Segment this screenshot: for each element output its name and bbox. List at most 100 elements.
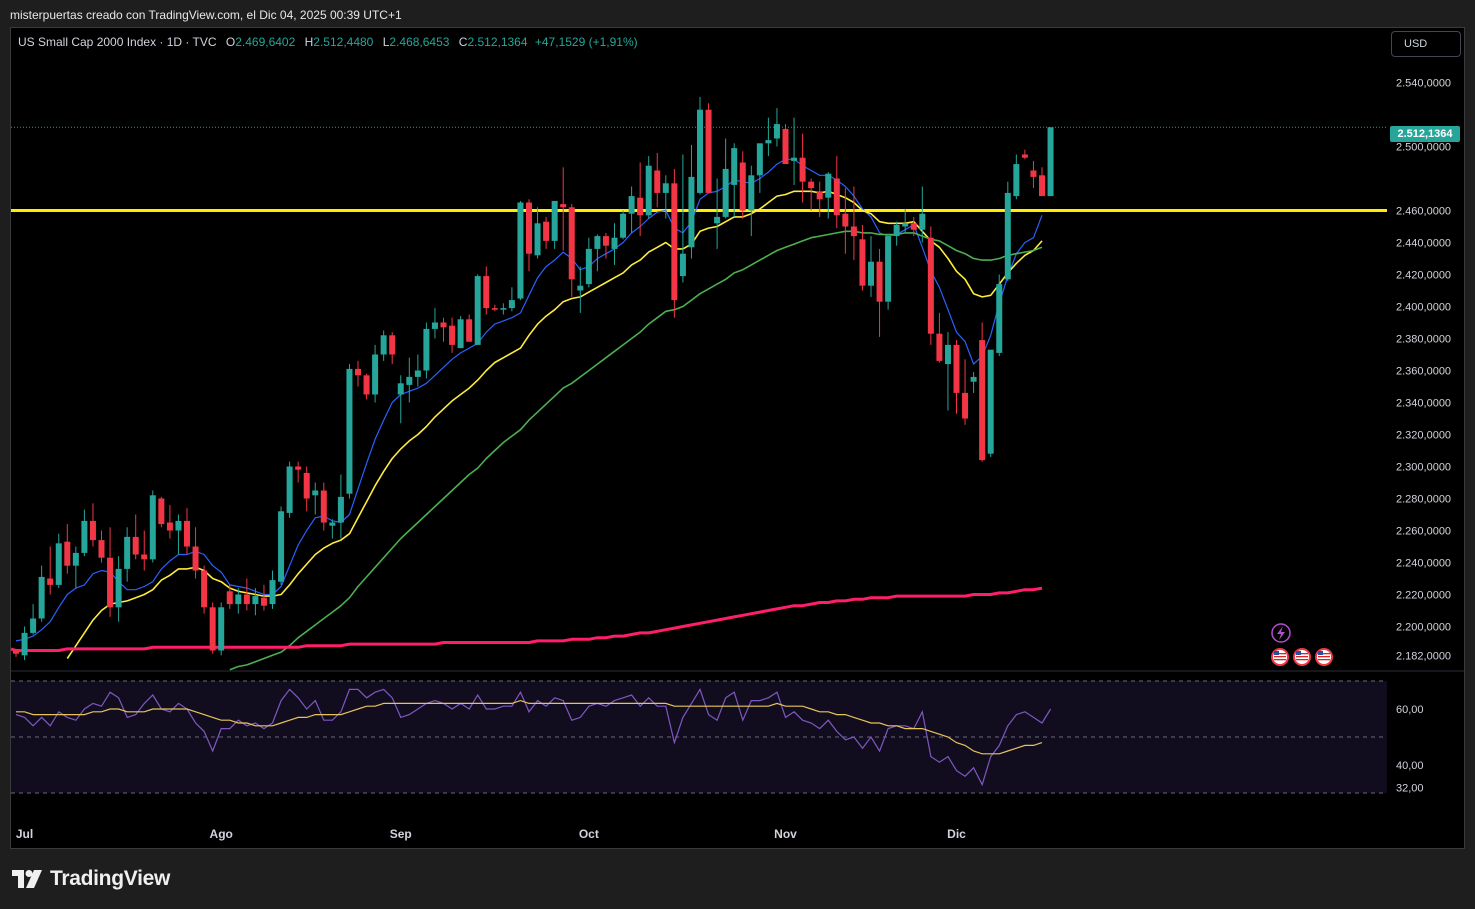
candle-body — [13, 650, 19, 654]
chart-svg[interactable]: 60,00 40,00 32,00 2.540,0000 2.500,0000 2.460… — [0, 0, 1475, 850]
price-axis-tick: 2.400,0000 — [1396, 302, 1451, 314]
candle-body — [363, 375, 370, 395]
high-label: H — [304, 35, 314, 49]
tradingview-logo[interactable]: TradingView — [12, 867, 170, 891]
lightning-bolt — [1277, 626, 1285, 640]
candle-body — [406, 376, 413, 385]
low-label: L — [382, 35, 390, 49]
price-axis-tick: 2.340,0000 — [1396, 398, 1451, 410]
last-price-tag: 2.512,1364 — [1390, 126, 1460, 142]
candle-body — [551, 200, 558, 241]
candle-body — [372, 354, 379, 395]
candle-body — [64, 541, 71, 566]
close-value: 2.512,1364 — [467, 35, 528, 49]
candle-body — [1039, 175, 1045, 197]
price-axis-tick: 2.500,0000 — [1396, 142, 1451, 154]
candle-body — [466, 319, 473, 342]
candle-body — [149, 495, 156, 560]
price-axis[interactable]: 60,00 40,00 32,00 2.540,0000 2.500,0000 2.460… — [1396, 78, 1451, 795]
candle-body — [201, 570, 208, 608]
candle-body — [936, 333, 943, 361]
candle-body — [688, 176, 695, 248]
candle-body — [1047, 127, 1054, 197]
candle-body — [671, 183, 678, 301]
price-axis-tick: 2.280,0000 — [1396, 494, 1451, 506]
candle-body — [799, 157, 806, 182]
candle-body — [440, 322, 447, 328]
us-flag-event-icon[interactable] — [1293, 648, 1311, 666]
candle-body — [602, 236, 609, 246]
time-axis[interactable]: Jul Ago Sep Oct Nov Dic — [16, 827, 966, 841]
candle-body — [868, 261, 874, 286]
candle-body — [303, 472, 310, 499]
candle-body — [235, 594, 242, 605]
candle-body — [816, 191, 823, 200]
candle-body — [876, 261, 883, 302]
flag-stripe — [1274, 653, 1286, 655]
flag-stripe — [1274, 659, 1286, 661]
currency-button[interactable]: USD — [1391, 31, 1461, 57]
candle-body — [30, 618, 37, 633]
month-label: Ago — [210, 827, 233, 841]
flag-stripe — [1296, 653, 1308, 655]
candle-body — [534, 223, 541, 256]
candle-body — [902, 223, 909, 227]
candle-body — [654, 170, 661, 193]
candle-body — [662, 183, 669, 193]
price-axis-tick: 2.200,0000 — [1396, 622, 1451, 634]
candle-body — [910, 223, 917, 230]
candle-body — [714, 216, 721, 224]
candle-body — [594, 236, 601, 249]
us-flag-event-icon[interactable] — [1271, 648, 1289, 666]
candle-body — [295, 466, 302, 470]
candle-body — [192, 546, 199, 571]
lightning-event-icon[interactable] — [1271, 623, 1291, 643]
rsi-ma-line — [16, 699, 1043, 755]
us-flag-event-icon[interactable] — [1315, 648, 1333, 666]
candle-body — [517, 202, 524, 299]
flag-canton — [1318, 651, 1323, 655]
tradingview-logo-icon — [12, 870, 42, 888]
candle-body — [115, 568, 122, 608]
candle-body — [414, 370, 421, 377]
candle-body — [355, 368, 361, 376]
candle-body — [380, 335, 387, 355]
candle-body — [962, 392, 969, 419]
price-axis-tick: 2.182,0000 — [1396, 650, 1451, 662]
lightning-ring — [1271, 623, 1291, 643]
candle-body — [893, 224, 900, 237]
candle-body — [312, 490, 319, 496]
candle-body — [47, 578, 54, 585]
candle-body — [184, 520, 190, 547]
candle-body — [739, 162, 746, 211]
candle-body — [209, 607, 216, 651]
candle-body — [226, 591, 233, 605]
candle-body — [773, 124, 780, 139]
candle-body — [885, 236, 892, 302]
candle-body — [449, 325, 456, 345]
flag-stripe — [1274, 656, 1286, 658]
candle-body — [697, 109, 703, 193]
candle-body — [782, 128, 789, 165]
candle-body — [842, 213, 849, 227]
price-axis-tick: 2.300,0000 — [1396, 462, 1451, 474]
ema-50-line — [229, 230, 1043, 671]
candles-layer — [13, 96, 1054, 661]
ema-200-left-extension — [10, 647, 17, 652]
candle-body — [944, 344, 951, 365]
candle-body — [645, 165, 652, 216]
candle-body — [825, 173, 832, 198]
candle-body — [560, 204, 567, 208]
rsi-axis-tick: 40,00 — [1396, 760, 1424, 772]
candle-body — [953, 344, 960, 393]
candle-body — [89, 520, 96, 541]
price-axis-tick: 2.540,0000 — [1396, 78, 1451, 90]
candle-body — [269, 580, 276, 605]
event-icons[interactable] — [1271, 623, 1333, 666]
candle-body — [850, 226, 857, 237]
candle-body — [457, 319, 464, 349]
candle-body — [620, 213, 627, 238]
candle-body — [337, 496, 344, 523]
close-label: C — [458, 35, 468, 49]
month-label: Jul — [16, 827, 33, 841]
